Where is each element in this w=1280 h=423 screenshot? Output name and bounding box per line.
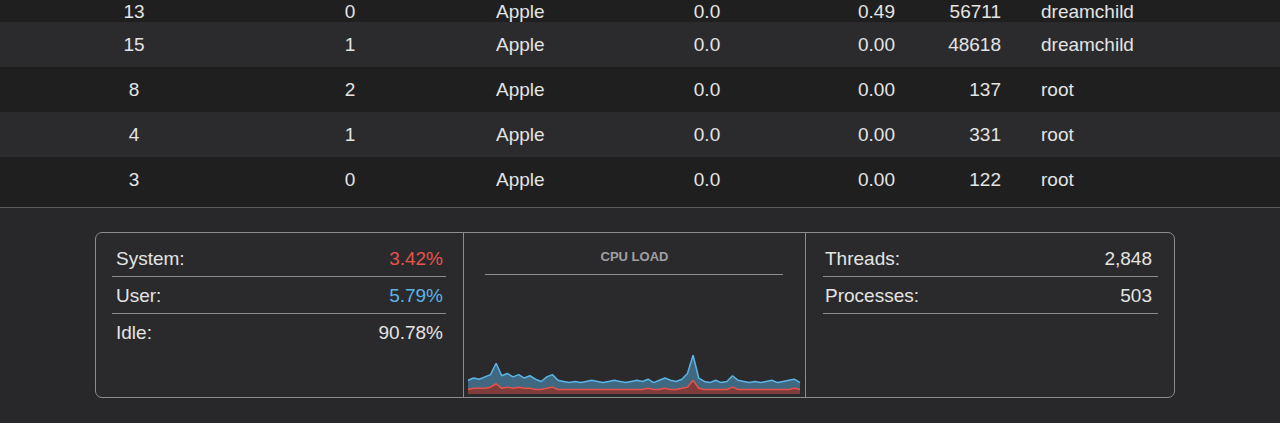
html-text:Apple: Apple: [496, 79, 545, 100]
html-text:0.00: 0.00: [858, 124, 895, 145]
html-text:Apple: Apple: [496, 169, 545, 190]
html-text:User:: User:: [116, 285, 162, 306]
html-text:8: 8: [128, 79, 140, 100]
html-text:13: 13: [123, 1, 145, 22]
html-text:331: 331: [969, 124, 1001, 145]
html-text:48618: 48618: [948, 34, 1001, 55]
html-text:5.79%: 5.79%: [389, 285, 443, 306]
html-text:1: 1: [344, 34, 356, 55]
html-text:122: 122: [969, 169, 1001, 190]
html-text:0.0: 0.0: [693, 124, 721, 145]
html-text:4: 4: [128, 124, 140, 145]
html-text:0.0: 0.0: [693, 34, 721, 55]
html-text:137: 137: [969, 79, 1001, 100]
html-text:3: 3: [128, 169, 140, 190]
html-text:root: root: [1041, 124, 1074, 145]
html-text:Threads:: Threads:: [825, 248, 900, 269]
html-text:0.0: 0.0: [693, 169, 721, 190]
html-text:root: root: [1041, 79, 1074, 100]
html-text:0.00: 0.00: [858, 79, 895, 100]
html-text:Apple: Apple: [496, 34, 545, 55]
html-text:15: 15: [123, 34, 145, 55]
html-text:0: 0: [344, 169, 356, 190]
svg-text:CPU LOAD: CPU LOAD: [601, 249, 669, 264]
html-text:Apple: Apple: [496, 124, 545, 145]
html-text:0.0: 0.0: [693, 1, 721, 22]
html-text:56711: 56711: [949, 1, 1001, 22]
html-text:90.78%: 90.78%: [378, 322, 443, 343]
html-text:1: 1: [344, 124, 356, 145]
html-text:dreamchild: dreamchild: [1041, 34, 1134, 55]
html-text:0.0: 0.0: [693, 79, 721, 100]
html-text:2: 2: [344, 79, 356, 100]
html-text:Idle:: Idle:: [116, 322, 152, 343]
html-text:System:: System:: [116, 248, 185, 269]
html-text:dreamchild: dreamchild: [1041, 1, 1134, 22]
html-text:503: 503: [1120, 285, 1152, 306]
html-text:Processes:: Processes:: [825, 285, 919, 306]
html-text:3.42%: 3.42%: [389, 248, 443, 269]
html-text:Apple: Apple: [496, 1, 545, 22]
html-text:0.00: 0.00: [858, 34, 895, 55]
html-text:0.00: 0.00: [858, 169, 895, 190]
html-text:2,848: 2,848: [1104, 248, 1152, 269]
html-text:root: root: [1041, 169, 1074, 190]
html-text:0: 0: [344, 1, 356, 22]
html-text:0.49: 0.49: [858, 1, 895, 22]
